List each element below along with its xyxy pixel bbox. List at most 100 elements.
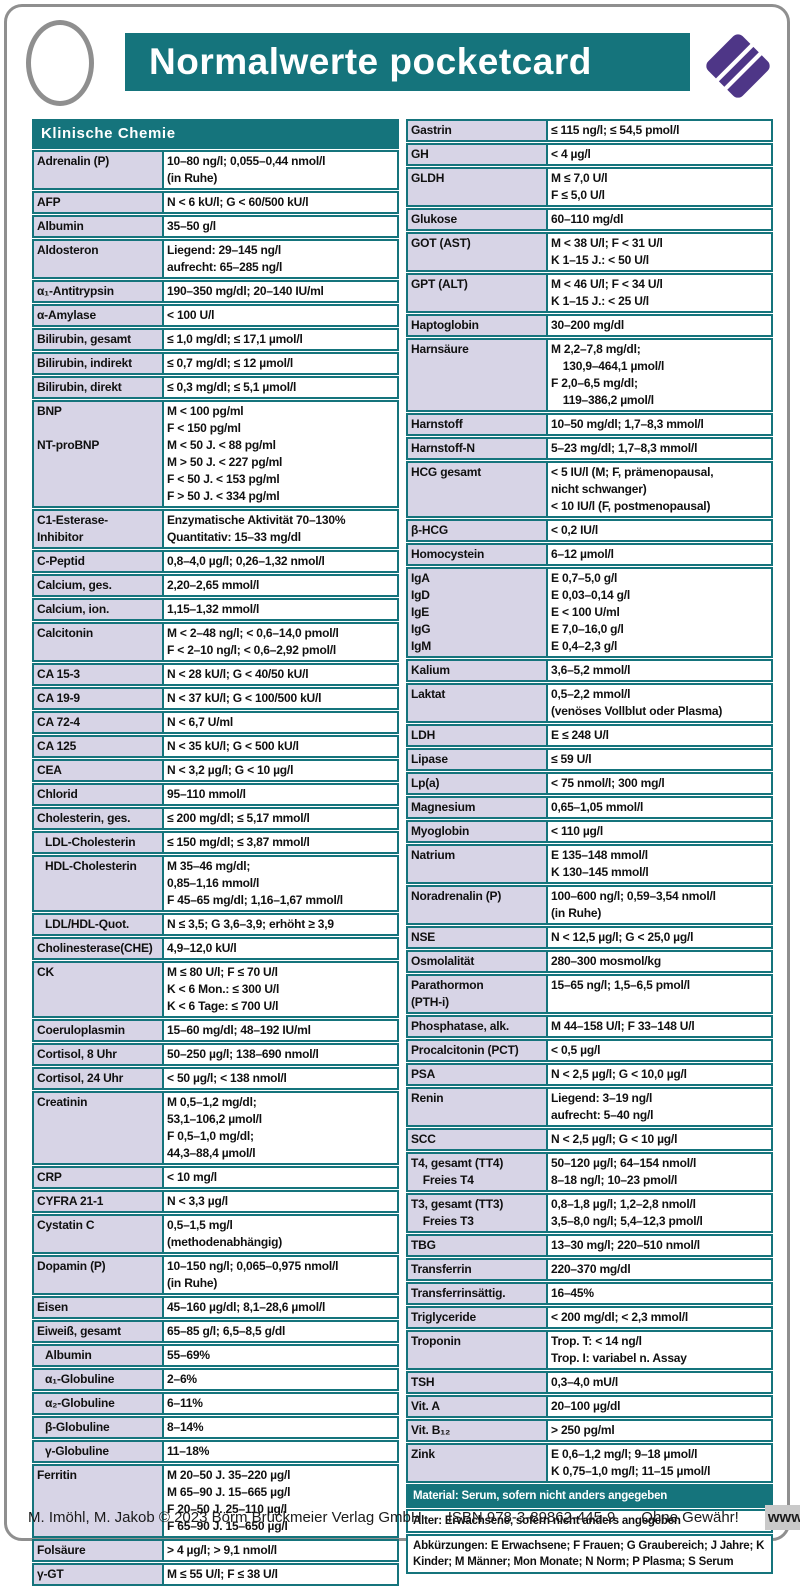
analyte-label: Calcitonin [34, 624, 164, 660]
analyte-value: 30–200 mg/dl [551, 318, 624, 332]
publisher-diamond-logo [706, 34, 770, 98]
analyte-label: Myoglobin [408, 822, 548, 841]
table-row: Bilirubin, gesamt ≤ 1,0 mg/dl; ≤ 17,1 µmo… [32, 328, 399, 351]
analyte-label: Lp(a) [408, 774, 548, 793]
table-row: LDL/HDL-Quot. N ≤ 3,5; G 3,6–3,9; erhöht … [32, 913, 399, 936]
analyte-value: 0,3–4,0 mU/l [551, 1375, 618, 1389]
table-row: Vit. A 20–100 µg/dl [406, 1395, 773, 1418]
table-row: Transferrinsättig. 16–45% [406, 1282, 773, 1305]
analyte-label: Coeruloplasmin [34, 1021, 164, 1040]
table-row: Laktat 0,5–2,2 mmol/l (venöses Vollblut o… [406, 683, 773, 723]
analyte-label: GH [408, 145, 548, 164]
footnote: Alter: Erwachsene, sofern nicht anders a… [406, 1509, 773, 1533]
analyte-value: N < 37 kU/l; G < 100/500 kU/l [167, 691, 322, 705]
table-row: GH < 4 µg/l [406, 143, 773, 166]
table-row: SCC N < 2,5 µg/l; G < 10 µg/l [406, 1128, 773, 1151]
table-row: Aldosteron Liegend: 29–145 ng/l aufrecht:… [32, 239, 399, 279]
table-row: NSE N < 12,5 µg/l; G < 25,0 µg/l [406, 926, 773, 949]
analyte-value: < 50 µg/l; < 138 nmol/l [167, 1071, 287, 1085]
media4u-logo: www. media4u .com [764, 1504, 800, 1530]
analyte-label: T4, gesamt (TT4) Freies T4 [408, 1154, 548, 1190]
analyte-label: Parathormon (PTH-i) [408, 976, 548, 1012]
left-column: Klinische Chemie Adrenalin (P) 10–80 ng/l… [32, 119, 399, 1587]
table-row: Noradrenalin (P) 100–600 ng/l; 0,59–3,54 … [406, 885, 773, 925]
table-row: Myoglobin < 110 µg/l [406, 820, 773, 843]
analyte-value: ≤ 200 mg/dl; ≤ 5,17 mmol/l [167, 811, 310, 825]
analyte-value: 55–69% [167, 1348, 210, 1362]
analyte-value: ≤ 59 U/l [551, 752, 592, 766]
analyte-value: 15–65 ng/l; 1,5–6,5 pmol/l [551, 978, 690, 992]
analyte-value: 0,65–1,05 mmol/l [551, 800, 644, 814]
analyte-value: 100–600 ng/l; 0,59–3,54 nmol/l (in Ruhe) [551, 889, 716, 920]
analyte-label: Zink [408, 1445, 548, 1481]
analyte-label: Creatinin [34, 1093, 164, 1163]
table-row: Cystatin C 0,5–1,5 mg/l (methodenabhängig… [32, 1214, 399, 1254]
analyte-label: Eisen [34, 1298, 164, 1317]
analyte-value: 5–23 mg/dl; 1,7–8,3 mmol/l [551, 441, 698, 455]
table-row: Eisen 45–160 µg/dl; 8,1–28,6 µmol/l [32, 1296, 399, 1319]
table-row: CA 125 N < 35 kU/l; G < 500 kU/l [32, 735, 399, 758]
analyte-value: M 20–50 J. 35–220 µg/l M 65–90 J. 15–665… [167, 1468, 291, 1533]
analyte-label: GOT (AST) [408, 234, 548, 270]
analyte-value: E 135–148 mmol/l K 130–145 mmol/l [551, 848, 649, 879]
analyte-value: 95–110 mmol/l [167, 787, 246, 801]
analyte-value: 45–160 µg/dl; 8,1–28,6 µmol/l [167, 1300, 326, 1314]
analyte-value: < 4 µg/l [551, 147, 591, 161]
analyte-label: AFP [34, 193, 164, 212]
analyte-label: CEA [34, 761, 164, 780]
analyte-value: 190–350 mg/dl; 20–140 IU/ml [167, 284, 324, 298]
table-row: Cortisol, 8 Uhr 50–250 µg/l; 138–690 nmol… [32, 1043, 399, 1066]
analyte-value: 35–50 g/l [167, 219, 216, 233]
table-row: TBG 13–30 mg/l; 220–510 nmol/l [406, 1234, 773, 1257]
analyte-label: α₁-Globuline [34, 1370, 164, 1389]
analyte-label: Cholesterin, ges. [34, 809, 164, 828]
analyte-label: C-Peptid [34, 552, 164, 571]
table-row: Adrenalin (P) 10–80 ng/l; 0,055–0,44 nmol… [32, 150, 399, 190]
analyte-value: 2,20–2,65 mmol/l [167, 578, 260, 592]
analyte-label: Cholinesterase(CHE) [34, 939, 164, 958]
analyte-label: Cortisol, 24 Uhr [34, 1069, 164, 1088]
analyte-label: Transferrinsättig. [408, 1284, 548, 1303]
table-row: Homocystein 6–12 µmol/l [406, 543, 773, 566]
analyte-value: < 0,5 µg/l [551, 1043, 601, 1057]
analyte-value: 65–85 g/l; 6,5–8,5 g/dl [167, 1324, 286, 1338]
table-row: Troponin Trop. T: < 14 ng/l Trop. I: vari… [406, 1330, 773, 1370]
section-header-klinische-chemie: Klinische Chemie [32, 119, 399, 149]
analyte-value: M 44–158 U/l; F 33–148 U/l [551, 1019, 695, 1033]
analyte-label: Harnstoff [408, 415, 548, 434]
analyte-label: Vit. B₁₂ [408, 1421, 548, 1440]
table-row: Bilirubin, indirekt ≤ 0,7 mg/dl; ≤ 12 µmo… [32, 352, 399, 375]
analyte-value: M < 100 pg/ml F < 150 pg/ml M < 50 J. < … [167, 404, 283, 503]
table-row: CA 19-9 N < 37 kU/l; G < 100/500 kU/l [32, 687, 399, 710]
table-row: Transferrin 220–370 mg/dl [406, 1258, 773, 1281]
analyte-label: Gastrin [408, 121, 548, 140]
analyte-label: TBG [408, 1236, 548, 1255]
analyte-label: Noradrenalin (P) [408, 887, 548, 923]
analyte-value: M ≤ 7,0 U/l F ≤ 5,0 U/l [551, 171, 608, 202]
analyte-value: N < 2,5 µg/l; G < 10,0 µg/l [551, 1067, 687, 1081]
footer-disclaimer: Ohne Gewähr! [641, 1508, 739, 1526]
table-row: BNP NT-proBNP M < 100 pg/ml F < 150 pg/ml… [32, 400, 399, 508]
analyte-label: Magnesium [408, 798, 548, 817]
analyte-value: Trop. T: < 14 ng/l Trop. I: variabel n. … [551, 1334, 687, 1365]
table-row: Kalium 3,6–5,2 mmol/l [406, 659, 773, 682]
analyte-label: Calcium, ion. [34, 600, 164, 619]
table-row: α₁-Antitrypsin 190–350 mg/dl; 20–140 IU/m… [32, 280, 399, 303]
analyte-value: < 100 U/l [167, 308, 215, 322]
analyte-label: Harnstoff-N [408, 439, 548, 458]
table-row: α-Amylase < 100 U/l [32, 304, 399, 327]
table-row: Calcitonin M < 2–48 ng/l; < 0,6–14,0 pmol… [32, 622, 399, 662]
analyte-value: 1,15–1,32 mmol/l [167, 602, 260, 616]
analyte-label: CA 19-9 [34, 689, 164, 708]
table-row: Osmolalität 280–300 mosmol/kg [406, 950, 773, 973]
analyte-label: Ferritin [34, 1466, 164, 1536]
analyte-label: SCC [408, 1130, 548, 1149]
analyte-label: Phosphatase, alk. [408, 1017, 548, 1036]
analyte-label: Procalcitonin (PCT) [408, 1041, 548, 1060]
analyte-value: M ≤ 80 U/l; F ≤ 70 U/l K < 6 Mon.: ≤ 300… [167, 965, 280, 1013]
table-row: Magnesium 0,65–1,05 mmol/l [406, 796, 773, 819]
analyte-label: HCG gesamt [408, 463, 548, 516]
table-row: Triglyceride < 200 mg/dl; < 2,3 mmol/l [406, 1306, 773, 1329]
analyte-value: < 200 mg/dl; < 2,3 mmol/l [551, 1310, 689, 1324]
analyte-value: M < 46 U/l; F < 34 U/l K 1–15 J.: < 25 U… [551, 277, 663, 308]
